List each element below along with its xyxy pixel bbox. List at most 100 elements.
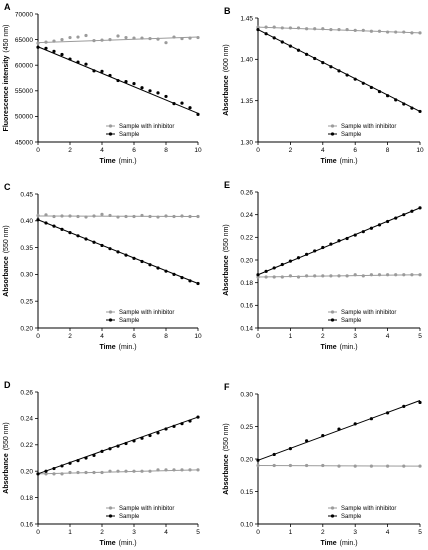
data-point	[68, 461, 72, 465]
y-axis-label: Absorbance (550 nm)	[3, 422, 10, 493]
series-sample	[36, 218, 200, 286]
data-point	[172, 214, 176, 219]
data-point	[337, 239, 341, 243]
data-point	[288, 274, 292, 278]
data-point	[386, 411, 390, 415]
x-axis-unit: (min.)	[340, 158, 358, 165]
x-axis-unit: (min.)	[340, 540, 358, 547]
data-point	[116, 78, 120, 83]
data-point	[140, 469, 144, 473]
data-point	[132, 256, 136, 260]
legend-swatch-marker	[330, 132, 335, 136]
data-point	[305, 439, 309, 443]
data-point	[272, 452, 276, 457]
data-point	[180, 422, 184, 426]
data-point	[148, 89, 152, 93]
data-point	[36, 213, 40, 218]
y-tick-label: 1.30	[240, 139, 253, 146]
data-point	[188, 214, 192, 219]
legend-swatch-marker	[330, 506, 335, 510]
data-point	[148, 433, 152, 438]
data-point	[353, 273, 357, 277]
data-point	[140, 36, 144, 40]
data-point	[337, 464, 341, 468]
x-tick-label: 0	[36, 333, 40, 340]
data-point	[140, 259, 144, 264]
data-point	[288, 26, 292, 30]
data-point	[410, 273, 414, 277]
data-point	[337, 274, 341, 278]
data-point	[418, 31, 422, 35]
data-point	[305, 252, 309, 256]
data-point	[52, 466, 56, 471]
y-axis-unit: (450 nm)	[3, 25, 10, 53]
y-axis-unit: (600 nm)	[223, 44, 230, 72]
y-tick-label: 45000	[15, 139, 33, 146]
data-point	[402, 464, 406, 468]
data-point	[386, 30, 390, 34]
data-point	[353, 233, 357, 237]
data-point	[156, 468, 160, 472]
data-point	[100, 38, 104, 42]
series-sample-with-inhibitor	[256, 463, 422, 468]
data-point	[148, 263, 152, 267]
data-point	[52, 472, 56, 476]
data-point	[52, 49, 56, 53]
panel-c: C 0 2 4 6 8 10 0.20 0.25 0.30 0.35 0.40 0.45 Time (min…	[3, 182, 202, 351]
data-point	[329, 65, 333, 69]
data-point	[164, 94, 168, 99]
data-point	[410, 209, 414, 213]
y-tick-label: 70000	[15, 11, 33, 18]
data-point	[100, 212, 104, 216]
data-point	[313, 56, 317, 61]
data-point	[164, 427, 168, 431]
panel-a: A 0 2 4 6 8 10 45000 50000 55000 60000 65000 70000 Ti…	[3, 2, 202, 165]
y-tick-label: 1.45	[240, 15, 253, 22]
data-point	[410, 106, 414, 110]
series-sample	[36, 45, 200, 116]
data-point	[84, 62, 88, 66]
data-point	[60, 227, 64, 231]
x-tick-label: 10	[194, 147, 202, 154]
data-point	[92, 240, 96, 244]
legend-swatch-marker	[330, 124, 335, 128]
legend-entry: Sample with inhibitor	[341, 310, 396, 316]
data-point	[345, 236, 349, 241]
series-sample-with-inhibitor	[36, 212, 200, 219]
data-point	[164, 41, 168, 45]
panel-label: B	[224, 6, 231, 16]
data-point	[394, 98, 398, 102]
y-axis-label: Absorbance (550 nm)	[223, 423, 230, 494]
data-point	[394, 30, 398, 34]
data-point	[180, 468, 184, 472]
legend-entry: Sample with inhibitor	[119, 124, 174, 130]
series-sample-with-inhibitor	[36, 468, 200, 476]
x-tick-label: 1	[289, 333, 293, 340]
y-axis-unit: (550 nm)	[223, 224, 230, 252]
data-point	[345, 73, 349, 77]
x-tick-label: 4	[321, 147, 325, 154]
data-point	[60, 38, 64, 42]
data-point	[377, 89, 382, 94]
data-point	[92, 470, 96, 475]
y-tick-label: 60000	[15, 63, 33, 70]
x-tick-label: 4	[164, 529, 168, 536]
data-point	[377, 223, 382, 227]
y-axis-label: Absorbance (550 nm)	[223, 224, 230, 295]
data-point	[353, 28, 357, 32]
data-point	[76, 234, 80, 238]
data-point	[305, 27, 309, 31]
data-point	[116, 469, 120, 473]
x-tick-label: 2	[100, 529, 104, 536]
data-point	[280, 40, 284, 44]
data-point	[68, 57, 72, 61]
legend-swatch-marker	[108, 124, 113, 128]
data-point	[369, 417, 373, 421]
x-tick-label: 0	[256, 333, 260, 340]
y-tick-label: 0.22	[20, 442, 33, 449]
data-point	[60, 52, 64, 57]
data-point	[402, 273, 406, 277]
data-point	[188, 106, 192, 110]
legend-swatch-marker	[108, 310, 113, 314]
data-point	[386, 219, 390, 224]
